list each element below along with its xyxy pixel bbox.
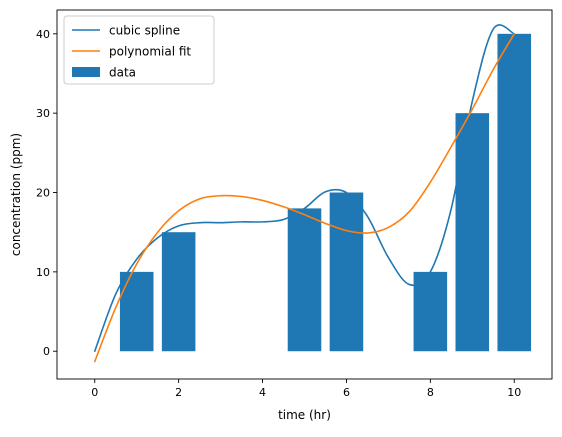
legend: cubic spline polynomial fit data — [63, 15, 215, 85]
lines-layer — [93, 24, 516, 363]
y-tick-label: 30 — [36, 107, 50, 120]
x-tick-label: 8 — [427, 386, 434, 399]
data-bar — [287, 208, 322, 352]
data-bar — [161, 232, 196, 352]
legend-label: data — [109, 66, 136, 80]
x-axis-label: time (hr) — [278, 408, 331, 422]
x-tick-label: 6 — [343, 386, 350, 399]
legend-box — [63, 15, 215, 85]
data-bar — [119, 271, 154, 352]
y-axis: 0 10 20 30 40 — [36, 28, 57, 358]
x-tick-label: 0 — [91, 386, 98, 399]
y-axis-label: concentration (ppm) — [9, 133, 23, 256]
x-tick-label: 10 — [507, 386, 521, 399]
legend-label: polynomial fit — [109, 45, 191, 59]
x-tick-label: 2 — [175, 386, 182, 399]
data-bar — [455, 113, 490, 352]
x-tick-label: 4 — [259, 386, 266, 399]
y-tick-label: 40 — [36, 28, 50, 41]
polynomial-fit-line — [93, 33, 516, 363]
legend-patch-swatch — [72, 67, 100, 77]
y-tick-label: 10 — [36, 266, 50, 279]
cubic-spline-line — [93, 24, 516, 353]
data-bar — [497, 33, 532, 352]
data-bar — [329, 192, 364, 352]
x-axis: 0 2 4 6 8 10 — [91, 379, 521, 399]
bars-layer — [119, 33, 532, 352]
y-tick-label: 0 — [43, 345, 50, 358]
data-bar — [413, 271, 448, 352]
plot-frame — [56, 9, 553, 380]
y-tick-label: 20 — [36, 187, 50, 200]
legend-label: cubic spline — [109, 24, 180, 38]
